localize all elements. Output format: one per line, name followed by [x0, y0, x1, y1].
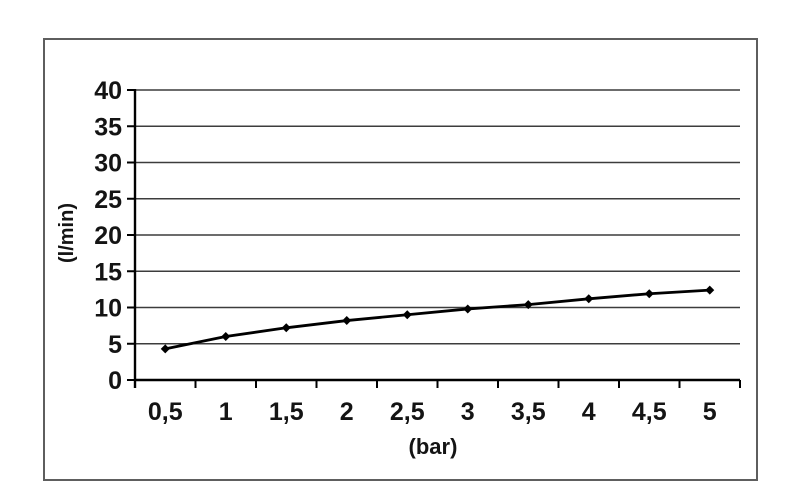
y-tick-label: 25 — [94, 186, 122, 214]
x-axis-title: (bar) — [408, 434, 458, 459]
x-tick-label: 3 — [461, 398, 475, 426]
x-tick-label: 2,5 — [390, 398, 425, 426]
y-tick-label: 5 — [108, 331, 122, 359]
x-tick-label: 1,5 — [269, 398, 304, 426]
data-point-marker — [644, 289, 654, 299]
y-tick-label: 35 — [94, 113, 122, 141]
x-tick-label: 1 — [219, 398, 233, 426]
data-line — [164, 288, 710, 351]
y-axis-title: (l/min) — [56, 203, 78, 263]
data-point-marker — [160, 344, 170, 354]
x-tick-label: 4,5 — [632, 398, 667, 426]
data-point-marker — [402, 310, 412, 320]
y-tick-label: 30 — [94, 150, 122, 178]
data-point-marker — [221, 332, 231, 341]
data-point-marker — [523, 300, 533, 310]
chart-frame: 0 5 10 15 20 25 30 35 40 0,5 1 1,5 2 2,5 3 3,5 4 4,5 5 (l/… — [43, 38, 758, 481]
data-point-marker — [463, 304, 473, 314]
x-tick-label: 5 — [703, 398, 717, 426]
x-tick-label: 3,5 — [511, 398, 546, 426]
y-tick-label: 0 — [108, 367, 122, 395]
y-tick-label: 40 — [94, 77, 122, 105]
y-tick-label: 10 — [94, 295, 122, 323]
flow-vs-pressure-chart: 0 5 10 15 20 25 30 35 40 0,5 1 1,5 2 2,5 3 3,5 4 4,5 5 — [94, 77, 741, 426]
data-point-marker — [705, 285, 715, 295]
data-point-marker — [281, 323, 291, 333]
x-tick-label: 0,5 — [148, 398, 183, 426]
data-point-marker — [584, 294, 594, 304]
x-tick-label: 4 — [582, 398, 596, 426]
data-point-marker — [342, 316, 352, 326]
y-tick-label: 20 — [94, 222, 122, 250]
y-tick-label: 15 — [94, 258, 122, 286]
x-tick-label: 2 — [340, 398, 354, 426]
